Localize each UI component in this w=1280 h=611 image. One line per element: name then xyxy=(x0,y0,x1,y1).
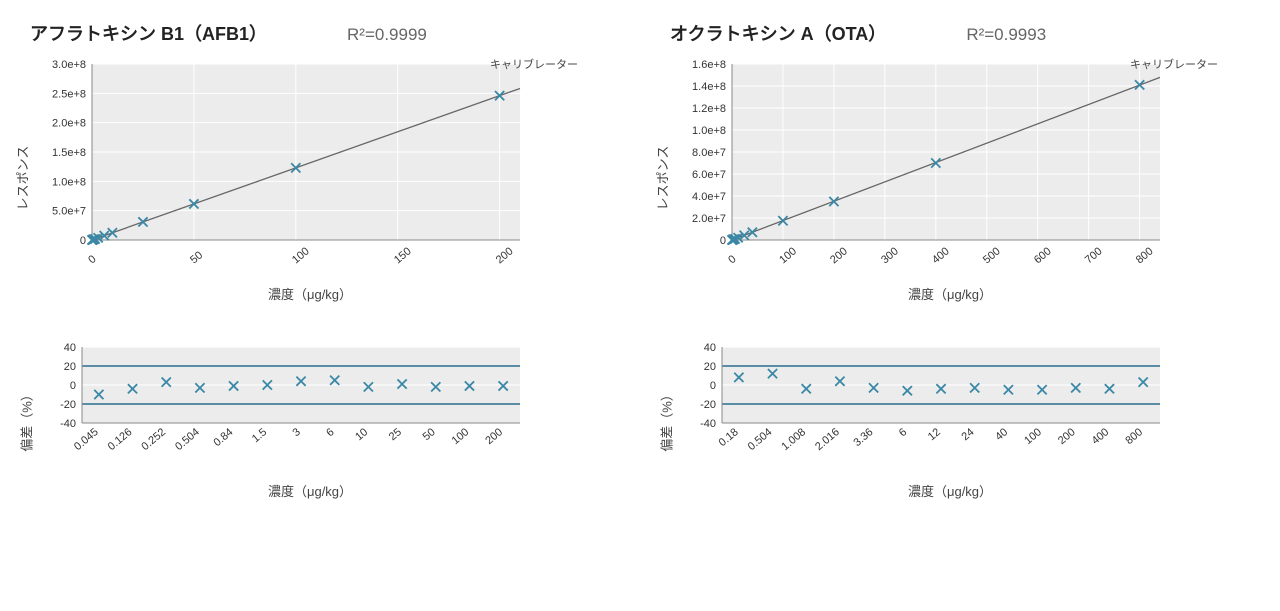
svg-text:-20: -20 xyxy=(60,399,76,411)
svg-text:40: 40 xyxy=(704,342,716,354)
svg-text:0: 0 xyxy=(80,235,86,247)
svg-text:40: 40 xyxy=(993,426,1010,443)
svg-text:0: 0 xyxy=(86,253,98,266)
svg-text:1.2e+8: 1.2e+8 xyxy=(692,103,726,115)
svg-text:200: 200 xyxy=(483,426,505,447)
svg-text:0: 0 xyxy=(710,380,716,392)
svg-text:0.504: 0.504 xyxy=(746,426,775,453)
svg-text:0.126: 0.126 xyxy=(106,426,135,453)
svg-text:0: 0 xyxy=(720,235,726,247)
svg-text:10: 10 xyxy=(353,426,370,443)
svg-text:0.84: 0.84 xyxy=(211,426,235,449)
x-axis-label: 濃度（μg/kg） xyxy=(30,481,590,500)
residual-chart: -40 -20 0 20 40 0.0450.1260.2520.504 0.84 1.5 3 6… xyxy=(30,339,530,469)
calibration-wrap: レスポンスキャリブレーター010020030040050060070080002… xyxy=(670,52,1230,303)
svg-text:400: 400 xyxy=(930,245,952,266)
svg-text:400: 400 xyxy=(1090,426,1112,447)
svg-text:800: 800 xyxy=(1123,426,1145,447)
calibration-chart: 0 100 200 300 400 500 600 700 800 0 2.0e+7 4.0e+7 6.… xyxy=(670,52,1170,272)
svg-text:700: 700 xyxy=(1083,245,1105,266)
svg-text:1.4e+8: 1.4e+8 xyxy=(692,81,726,93)
svg-text:2.0e+8: 2.0e+8 xyxy=(52,118,86,130)
residual-wrap: 偏差（%）-40-20020400.180.5041.0082.0163.366… xyxy=(670,339,1230,500)
svg-text:0.504: 0.504 xyxy=(173,426,202,453)
svg-text:100: 100 xyxy=(290,245,312,266)
residual-chart: -40 -20 0 20 40 0.180.5041.0082.016 3.36 6 12 24 4… xyxy=(670,339,1170,469)
x-axis-label: 濃度（μg/kg） xyxy=(30,284,590,303)
svg-text:0.252: 0.252 xyxy=(139,426,168,453)
svg-text:600: 600 xyxy=(1032,245,1054,266)
svg-text:0.045: 0.045 xyxy=(72,426,101,453)
panel-title: オクラトキシン A（OTA） xyxy=(670,20,886,46)
svg-text:2.0e+7: 2.0e+7 xyxy=(692,213,726,225)
svg-text:2.016: 2.016 xyxy=(813,426,842,453)
svg-text:200: 200 xyxy=(828,245,850,266)
svg-text:20: 20 xyxy=(64,361,76,373)
svg-text:24: 24 xyxy=(960,426,977,443)
svg-text:0: 0 xyxy=(726,253,738,266)
svg-text:0.18: 0.18 xyxy=(717,426,741,449)
svg-text:150: 150 xyxy=(392,245,414,266)
svg-text:100: 100 xyxy=(777,245,799,266)
svg-text:2.5e+8: 2.5e+8 xyxy=(52,88,86,100)
svg-text:1.008: 1.008 xyxy=(779,426,808,453)
svg-text:3.0e+8: 3.0e+8 xyxy=(52,59,86,71)
y-axis-label: レスポンス xyxy=(653,145,672,210)
y-axis-label: 偏差（%） xyxy=(657,388,676,452)
calibration-chart: 0 50 100 150 200 0 5.0e+7 1.0e+8 1.5e+8 2.0e+8 2.5… xyxy=(30,52,530,272)
svg-text:25: 25 xyxy=(387,426,404,443)
svg-text:0: 0 xyxy=(70,380,76,392)
panel-afb1: アフラトキシン B1（AFB1）R²=0.9999レスポンスキャリブレーター05… xyxy=(30,20,590,500)
legend: キャリブレーター xyxy=(1130,56,1218,72)
svg-text:40: 40 xyxy=(64,342,76,354)
svg-text:-40: -40 xyxy=(60,418,76,430)
svg-text:1.0e+8: 1.0e+8 xyxy=(52,176,86,188)
svg-text:800: 800 xyxy=(1134,245,1156,266)
svg-text:1.5: 1.5 xyxy=(250,426,269,445)
svg-text:12: 12 xyxy=(926,426,943,443)
svg-text:-20: -20 xyxy=(700,399,716,411)
svg-text:100: 100 xyxy=(1022,426,1044,447)
svg-text:50: 50 xyxy=(188,249,205,266)
svg-text:4.0e+7: 4.0e+7 xyxy=(692,191,726,203)
svg-text:1.6e+8: 1.6e+8 xyxy=(692,59,726,71)
residual-wrap: 偏差（%）-40-20020400.0450.1260.2520.5040.84… xyxy=(30,339,590,500)
calibration-wrap: レスポンスキャリブレーター05010015020005.0e+71.0e+81.… xyxy=(30,52,590,303)
svg-text:100: 100 xyxy=(450,426,472,447)
svg-text:200: 200 xyxy=(494,245,516,266)
svg-text:1.0e+8: 1.0e+8 xyxy=(692,125,726,137)
svg-text:5.0e+7: 5.0e+7 xyxy=(52,206,86,218)
svg-text:6: 6 xyxy=(897,426,909,439)
svg-text:500: 500 xyxy=(981,245,1003,266)
svg-text:6: 6 xyxy=(324,426,336,439)
r-squared: R²=0.9999 xyxy=(347,25,427,45)
svg-text:20: 20 xyxy=(704,361,716,373)
panel-title: アフラトキシン B1（AFB1） xyxy=(30,20,267,46)
panel-ota: オクラトキシン A（OTA）R²=0.9993レスポンスキャリブレーター0100… xyxy=(670,20,1230,500)
svg-text:6.0e+7: 6.0e+7 xyxy=(692,169,726,181)
svg-text:8.0e+7: 8.0e+7 xyxy=(692,147,726,159)
svg-text:3.36: 3.36 xyxy=(851,426,875,449)
svg-text:1.5e+8: 1.5e+8 xyxy=(52,147,86,159)
y-axis-label: レスポンス xyxy=(13,145,32,210)
x-axis-label: 濃度（μg/kg） xyxy=(670,284,1230,303)
svg-text:200: 200 xyxy=(1056,426,1078,447)
svg-text:300: 300 xyxy=(879,245,901,266)
x-axis-label: 濃度（μg/kg） xyxy=(670,481,1230,500)
svg-text:-40: -40 xyxy=(700,418,716,430)
legend: キャリブレーター xyxy=(490,56,578,72)
svg-text:3: 3 xyxy=(291,426,303,439)
r-squared: R²=0.9993 xyxy=(966,25,1046,45)
y-axis-label: 偏差（%） xyxy=(17,388,36,452)
svg-text:50: 50 xyxy=(421,426,438,443)
